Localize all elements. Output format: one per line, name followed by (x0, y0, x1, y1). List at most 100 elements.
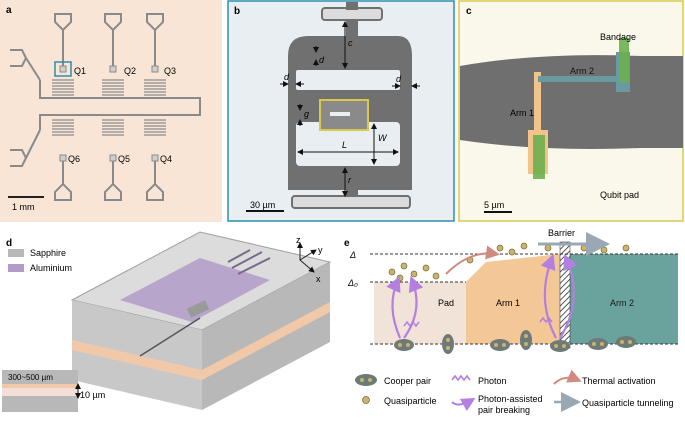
qubit-pad-label: Qubit pad (600, 190, 639, 200)
delta0-label: Δ₀ (347, 278, 358, 288)
bottom-pads (54, 160, 164, 201)
pair-breaking-arrow-left (386, 276, 402, 339)
arm2-wire (538, 76, 622, 82)
panel-c-scalebar-label: 5 µm (484, 200, 504, 210)
dim-w-label: W (378, 133, 388, 143)
legend-thermal-label: Thermal activation (582, 376, 656, 386)
legend-cooper-pair-icon (355, 374, 377, 386)
chip-film-left (72, 340, 202, 380)
cooper-pair-electrons (398, 334, 632, 350)
legend-pair-breaking-label-2: pair breaking (478, 405, 530, 415)
axis-z-label: z (296, 235, 301, 245)
top-resonators (52, 79, 166, 96)
legend-sapphire-swatch (8, 249, 24, 257)
qubit-q5 (109, 154, 117, 162)
aluminium-pad-3d (120, 258, 270, 322)
panel-a-background (0, 0, 222, 222)
legend-sapphire-label: Sapphire (30, 248, 66, 258)
film-thickness-label: 10 µm (80, 390, 105, 400)
arm2-label: Arm 2 (570, 66, 594, 76)
qubit-q6 (59, 154, 67, 162)
thickness-label: 300~500 µm (8, 373, 53, 382)
q1-highlight-box (54, 61, 72, 77)
dim-c-label: c (348, 38, 353, 48)
panel-c: c Bandage Arm 2 Arm 1 Qubit pad 5 µm (458, 0, 684, 222)
panel-d-label: d (6, 238, 12, 249)
panel-c-label: c (466, 6, 472, 17)
axis-x-label: x (316, 274, 321, 284)
pair-breaking-arrow-left2 (403, 275, 424, 339)
qubit-label-q5: Q5 (118, 154, 130, 164)
thermal-activation-arrow (445, 245, 500, 275)
panel-a-label: a (6, 5, 12, 16)
feedline (39, 80, 201, 130)
legend-pair-breaking-label-1: Photon-assisted (478, 394, 543, 404)
panel-e-label: e (344, 238, 350, 249)
chip-film-right (202, 302, 330, 380)
bandage-label: Bandage (600, 32, 636, 42)
qubit-label-q6: Q6 (68, 154, 80, 164)
junction-3d (186, 300, 210, 318)
panel-a: a (0, 0, 222, 222)
panel-b: b c d d (227, 0, 455, 222)
legend-photon-label: Photon (478, 376, 507, 386)
qubit-q3 (151, 65, 159, 73)
qubit-label-q4: Q4 (160, 154, 172, 164)
qubit-label-q3: Q3 (164, 66, 176, 76)
legend-thermal-icon (553, 369, 582, 385)
legend-cooper-pair-label: Cooper pair (384, 376, 431, 386)
dim-r-label: r (348, 175, 352, 185)
legend-aluminium-label: Aluminium (30, 263, 72, 273)
barrier (559, 241, 571, 349)
arm1-region (466, 254, 560, 344)
arm1-bandage (533, 135, 545, 179)
pair-breaking-arrow-right (540, 253, 557, 339)
dim-d-right-label: d (396, 74, 402, 84)
dim-l-label: L (342, 140, 347, 150)
dim-d-top-label: d (319, 55, 325, 65)
dim-d-left-label: d (284, 72, 290, 82)
panel-a-scalebar-label: 1 mm (12, 202, 35, 212)
panel-e-legend: Cooper pair Quasiparticle Photon Photon-… (355, 369, 674, 415)
delta-label: Δ (349, 250, 356, 260)
qubit-q2 (109, 65, 117, 73)
legend-aluminium-swatch (8, 264, 24, 272)
upper-window (296, 70, 400, 90)
panel-e: e Barrier Δ Δ₀ Pad Arm 1 Arm 2 (344, 228, 680, 415)
panel-d: d Sapphire Aluminium z y x 300~500 µm 10… (2, 231, 332, 412)
bottom-electrode (291, 195, 411, 209)
pad-region (374, 282, 466, 344)
region-arm1-label: Arm 1 (496, 298, 520, 308)
legend-quasiparticle-icon (362, 396, 370, 404)
region-arm2-label: Arm 2 (610, 298, 634, 308)
cooper-pairs-bottom (394, 330, 636, 354)
region-pad-label: Pad (438, 298, 454, 308)
arm1-wire (534, 72, 541, 132)
legend-photon-icon (451, 374, 471, 382)
bottom-resonators (52, 119, 166, 136)
barrier-label: Barrier (548, 228, 575, 238)
arm1-label: Arm 1 (510, 108, 534, 118)
resonator-3d (227, 249, 271, 275)
cross-section-lower (2, 396, 78, 412)
legend-pair-breaking-icon (451, 398, 476, 412)
legend-quasiparticle-label: Quasiparticle (384, 396, 437, 406)
axis-y-label: y (318, 245, 323, 255)
cross-section-substrate (2, 370, 78, 384)
qubit-q4 (151, 154, 159, 162)
qubit-label-q1: Q1 (74, 66, 86, 76)
feedline-3d (139, 317, 201, 357)
qubit-label-q2: Q2 (124, 66, 136, 76)
photon-squiggle-left (403, 320, 420, 328)
pair-breaking-arrow-right2 (559, 253, 578, 339)
panel-b-scalebar-label: 30 µm (250, 200, 275, 210)
photon-squiggle-right (539, 316, 553, 324)
panel-b-label: b (234, 6, 240, 17)
dim-g-label: g (304, 109, 309, 119)
top-pads (54, 13, 164, 66)
legend-tunneling-label: Quasiparticle tunneling (582, 398, 674, 408)
arm2-bandage (619, 38, 629, 82)
arm2-region (570, 254, 678, 344)
qubit-q1 (59, 65, 67, 73)
